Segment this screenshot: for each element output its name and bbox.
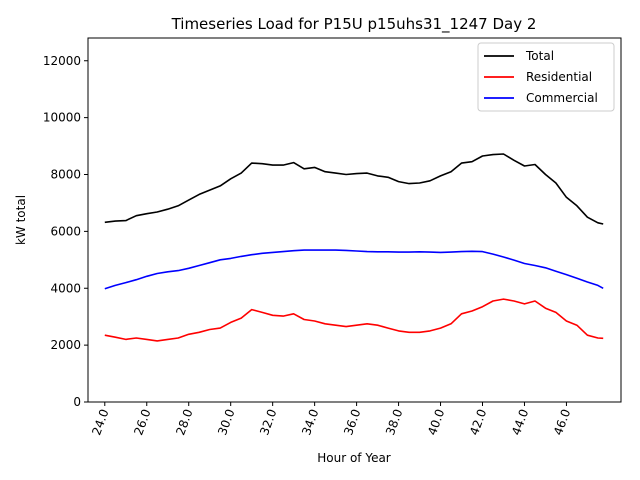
y-tick-label: 8000	[50, 168, 81, 182]
y-tick-label: 12000	[43, 54, 81, 68]
y-tick-label: 0	[73, 395, 81, 409]
y-tick-label: 4000	[50, 281, 81, 295]
x-axis-title: Hour of Year	[317, 451, 391, 465]
y-tick-label: 10000	[43, 111, 81, 125]
series-line-total	[104, 153, 604, 225]
series-line-commercial	[104, 249, 604, 290]
legend-label-total: Total	[525, 49, 554, 63]
series-line-residential	[104, 298, 604, 342]
plot-area	[104, 153, 604, 342]
y-tick-label: 6000	[50, 224, 81, 238]
legend-box	[477, 42, 615, 112]
y-axis: 0 2000 4000 6000 8000 10000 12000	[43, 54, 88, 409]
legend: Total Residential Commercial	[477, 42, 615, 112]
chart-title: Timeseries Load for P15U p15uhs31_1247 D…	[171, 15, 537, 34]
legend-label-residential: Residential	[526, 70, 592, 84]
legend-label-commercial: Commercial	[526, 91, 598, 105]
plot-frame	[87, 37, 622, 403]
y-tick-label: 2000	[50, 338, 81, 352]
y-axis-title: kW total	[14, 195, 28, 245]
